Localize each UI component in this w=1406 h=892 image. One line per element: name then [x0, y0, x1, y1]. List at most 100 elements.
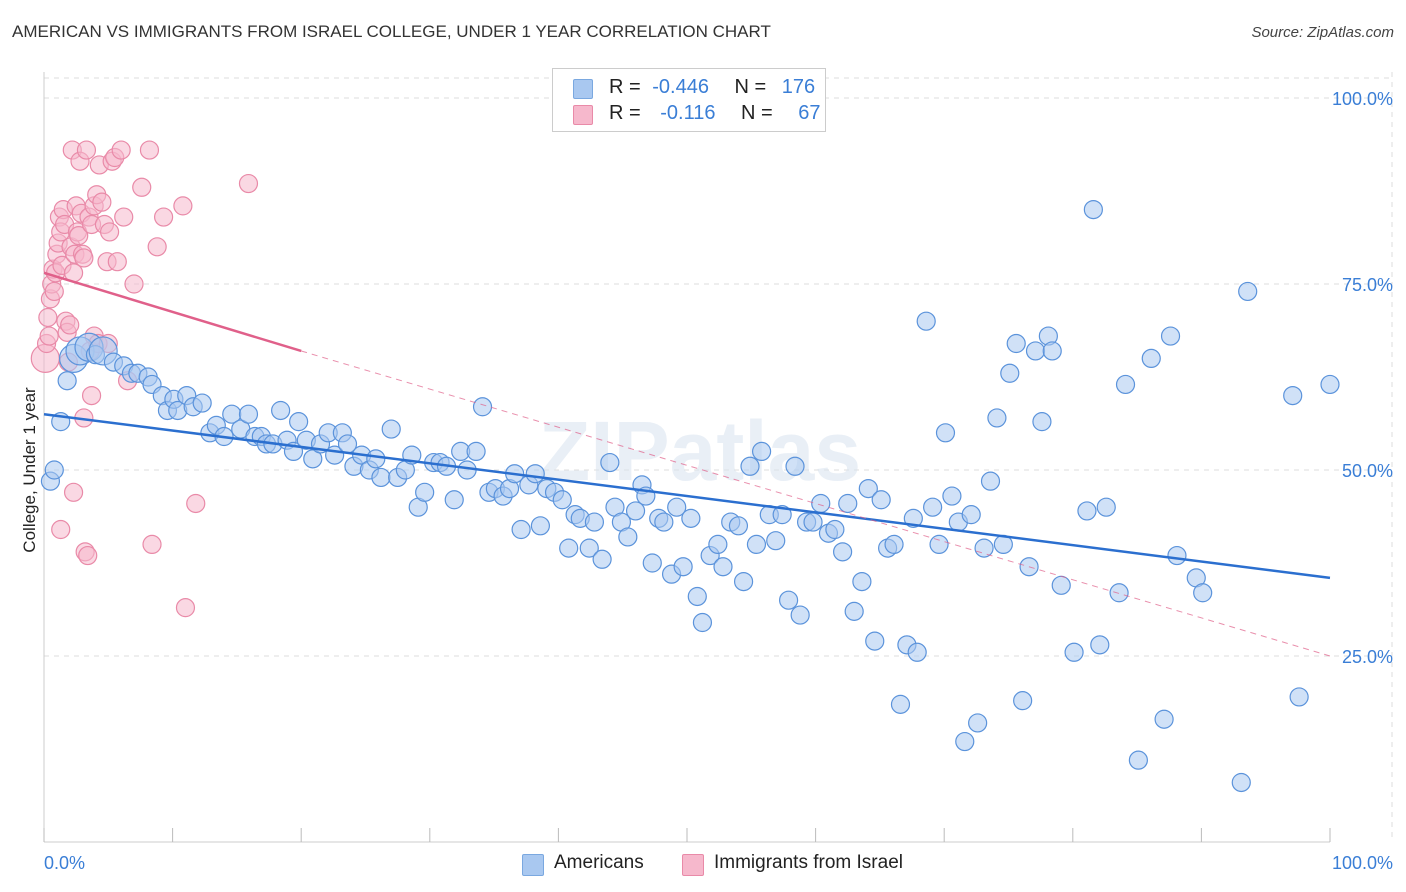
americans-point [1154, 709, 1174, 729]
americans-point [746, 534, 767, 555]
israel-point [39, 326, 59, 346]
axes [43, 72, 1331, 843]
israel-point [175, 598, 196, 618]
americans-point [713, 557, 733, 577]
israel-point [92, 192, 112, 212]
israel-point [147, 237, 167, 257]
israel-point [60, 315, 80, 335]
source-label: Source: ZipAtlas.com [1251, 24, 1394, 41]
americans-point [584, 512, 605, 532]
israel-point [78, 545, 98, 566]
americans-point [916, 311, 936, 331]
legend-n-value: 176 [781, 76, 816, 98]
americans-point [681, 508, 701, 528]
israel-point [142, 534, 162, 555]
israel-point [186, 493, 206, 514]
americans-point [1115, 374, 1136, 395]
legend-n-label: N = [741, 102, 773, 124]
legend-swatch-israel [573, 105, 593, 125]
americans-point [740, 456, 760, 476]
americans-point [530, 516, 550, 536]
americans-point [525, 464, 545, 484]
americans-point [271, 400, 291, 421]
americans-point [371, 467, 391, 488]
israel-trend-line [43, 271, 302, 353]
americans-point [687, 586, 707, 607]
americans-point [790, 605, 810, 625]
americans-point [1320, 374, 1340, 395]
bottom-legend-swatch-americans [522, 854, 544, 876]
bottom-legend-swatch-israel [682, 854, 704, 876]
israel-point [107, 252, 127, 272]
americans-point [381, 419, 401, 439]
legend-swatch-americans [573, 79, 593, 99]
americans-point [890, 694, 911, 714]
legend-n-value: 67 [798, 102, 821, 124]
americans-point [980, 471, 1001, 491]
americans-point [579, 538, 599, 558]
americans-point [625, 501, 646, 521]
tick-labels: 25.0% 50.0% 75.0% 100.0% 0.0% 100.0% [44, 89, 1393, 873]
americans-point [1000, 363, 1020, 383]
americans-point [1283, 386, 1303, 406]
chart-title: AMERICAN VS IMMIGRANTS FROM ISRAEL COLLE… [12, 22, 771, 41]
americans-point [955, 731, 975, 752]
americans-point [552, 490, 572, 510]
americans-point [961, 505, 981, 525]
americans-point [733, 571, 754, 592]
legend-n-label: N = [734, 76, 767, 98]
americans-point [766, 531, 786, 551]
americans-point [1109, 583, 1129, 603]
americans-point [811, 493, 831, 514]
israel-point [81, 386, 102, 406]
y-tick-label: 100.0% [1332, 89, 1393, 109]
americans-point [559, 538, 579, 558]
americans-point [1289, 687, 1309, 707]
grid-lines [44, 72, 1393, 842]
americans-point [772, 505, 792, 525]
israel-point [173, 196, 193, 216]
americans-point [858, 479, 878, 499]
americans-point [654, 512, 674, 532]
americans-point [1083, 200, 1103, 220]
americans-point [778, 590, 799, 610]
americans-point [871, 490, 891, 510]
americans-point [987, 408, 1007, 428]
y-tick-label: 25.0% [1342, 647, 1393, 667]
americans-point [728, 516, 749, 536]
israel-point [44, 281, 64, 302]
americans-point [838, 493, 858, 514]
israel-point [38, 307, 58, 328]
legend-r-label: R = [609, 102, 641, 124]
y-tick-label: 75.0% [1342, 275, 1393, 295]
americans-point [1025, 341, 1046, 361]
bottom-legend-label-americans: Americans [554, 852, 644, 873]
americans-point [1231, 772, 1251, 793]
israel-point [132, 177, 152, 197]
americans-point [44, 460, 64, 480]
americans-point [1238, 281, 1258, 302]
americans-point [1193, 583, 1213, 603]
americans-point [852, 571, 872, 592]
americans-point [903, 508, 923, 528]
israel-point [124, 274, 144, 294]
americans-point [935, 423, 956, 443]
legend-r-value: -0.116 [660, 102, 716, 124]
americans-point [1032, 412, 1052, 432]
americans-point [289, 412, 309, 432]
americans-point [1064, 642, 1084, 662]
americans-point [751, 441, 772, 461]
americans-point [192, 393, 212, 413]
americans-point [667, 497, 687, 517]
americans-point [511, 519, 531, 540]
israel-point [76, 140, 97, 160]
americans-point [1077, 501, 1097, 521]
israel-trend-extension [301, 350, 1331, 657]
americans-point [825, 519, 845, 540]
americans-point [472, 397, 493, 417]
americans-point [884, 534, 904, 555]
israel-point [153, 207, 174, 227]
americans-point [57, 371, 77, 391]
americans-point [929, 534, 949, 555]
